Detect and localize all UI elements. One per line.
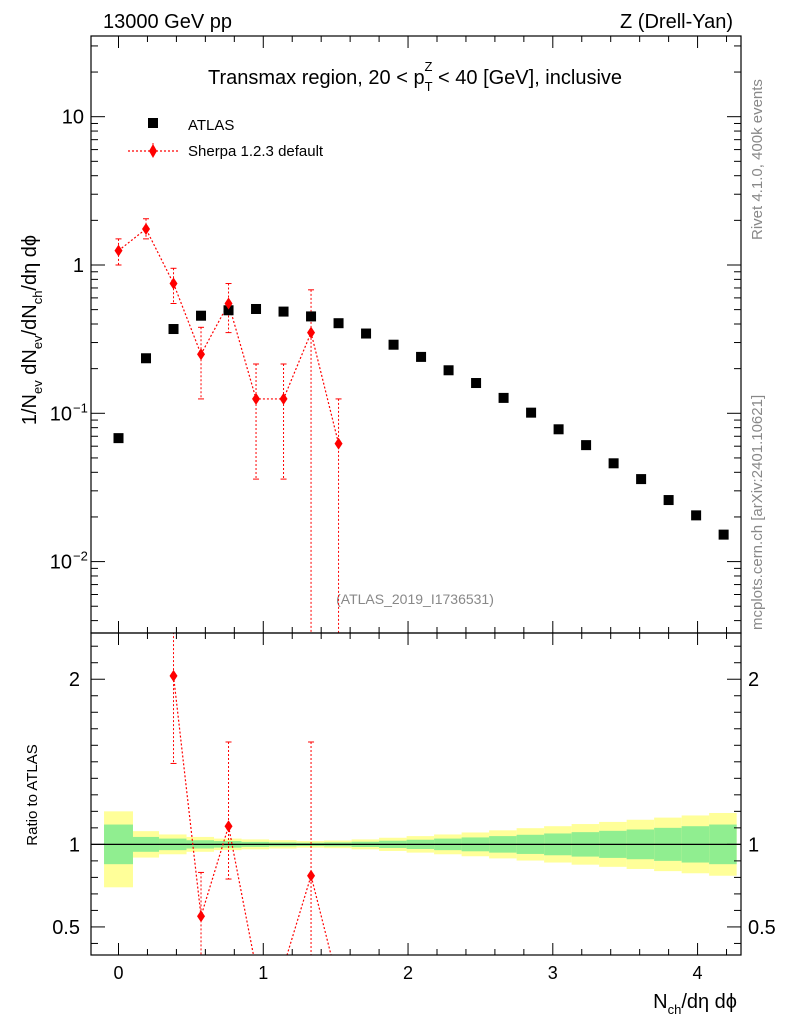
sherpa-point (224, 297, 233, 310)
main-y-tick-label: 10 (50, 403, 72, 425)
sherpa-line (118, 228, 340, 444)
header-right: Z (Drell-Yan) (620, 11, 733, 33)
ratio-y-axis-label: Ratio to ATLAS (24, 744, 41, 845)
atlas-point (251, 303, 262, 314)
atlas-point (333, 318, 344, 329)
sherpa-point (307, 326, 316, 339)
atlas-point (416, 351, 427, 362)
sherpa-point (252, 392, 261, 405)
ratio-y-tick-label-right: 0.5 (748, 917, 776, 939)
plot-title: Transmax region, 20 < pTZ < 40 [GeV], in… (208, 59, 622, 94)
x-tick-label: 0 (113, 963, 123, 983)
main-y-axis-label: 1/Nev dNev/dNch/dη dϕ (19, 235, 45, 425)
legend: ATLAS Sherpa 1.2.3 default (128, 117, 324, 160)
ratio-uncertainty-bands (91, 811, 741, 888)
mcplots-text: mcplots.cern.ch [arXiv:2401.10621] (749, 395, 766, 630)
main-y-tick-exponent: −2 (73, 549, 88, 564)
sherpa-point (334, 437, 343, 450)
rivet-version-text: Rivet 4.1.0, 400k events (749, 79, 766, 240)
legend-atlas-marker (148, 118, 158, 128)
atlas-point (663, 495, 674, 506)
atlas-point (168, 324, 179, 335)
atlas-point (196, 310, 207, 321)
ratio-series (169, 633, 332, 955)
sherpa-point (197, 348, 206, 361)
atlas-point (443, 365, 454, 376)
atlas-point (498, 392, 509, 403)
main-y-tick-label: 10 (50, 552, 72, 574)
atlas-point (636, 474, 647, 485)
x-tick-label: 1 (258, 963, 268, 983)
atlas-point (608, 458, 619, 469)
main-y-tick-exponent: −1 (73, 400, 88, 415)
ratio-y-tick-label-left: 0.5 (52, 917, 80, 939)
header-left: 13000 GeV pp (103, 11, 232, 33)
atlas-point (361, 328, 372, 339)
sherpa-point (279, 392, 288, 405)
sherpa-point (142, 222, 151, 235)
main-y-tick-label: 1 (73, 255, 84, 277)
atlas-point (388, 339, 399, 350)
legend-atlas-label: ATLAS (188, 117, 234, 134)
ratio-sherpa-line (172, 675, 332, 955)
sherpa-point (169, 277, 178, 290)
sherpa-point (114, 244, 123, 257)
atlas-point (526, 407, 537, 418)
ratio-sherpa-point (197, 910, 206, 923)
ratio-y-tick-label-left: 2 (69, 669, 80, 691)
atlas-point (113, 433, 124, 444)
atlas-point (223, 305, 234, 316)
ratio-sherpa-group (169, 633, 332, 955)
ratio-sherpa-point (224, 820, 233, 833)
atlas-point (691, 510, 702, 521)
atlas-point (581, 440, 592, 451)
atlas-point (306, 311, 317, 322)
x-tick-label: 2 (403, 963, 413, 983)
atlas-point (718, 529, 729, 540)
x-axis-label: Nch/dη dϕ (653, 991, 737, 1017)
x-tick-label: 4 (693, 963, 703, 983)
main-plot-group (113, 218, 729, 633)
ratio-panel-frame (90, 632, 742, 956)
analysis-id: (ATLAS_2019_I1736531) (336, 591, 494, 607)
atlas-point (553, 424, 564, 435)
atlas-point (471, 378, 482, 389)
main-y-tick-label: 10 (62, 107, 84, 129)
main-series (113, 218, 729, 633)
ratio-sherpa-point (307, 869, 316, 882)
atlas-point (278, 306, 289, 317)
legend-sherpa-label: Sherpa 1.2.3 default (188, 143, 324, 160)
ratio-y-tick-label-right: 2 (748, 669, 759, 691)
ratio-sherpa-point (169, 669, 178, 682)
ratio-y-tick-label-right: 1 (748, 834, 759, 856)
x-tick-label: 3 (548, 963, 558, 983)
ratio-y-tick-label-left: 1 (69, 834, 80, 856)
atlas-point (141, 353, 152, 364)
legend-sherpa-marker (149, 144, 157, 158)
